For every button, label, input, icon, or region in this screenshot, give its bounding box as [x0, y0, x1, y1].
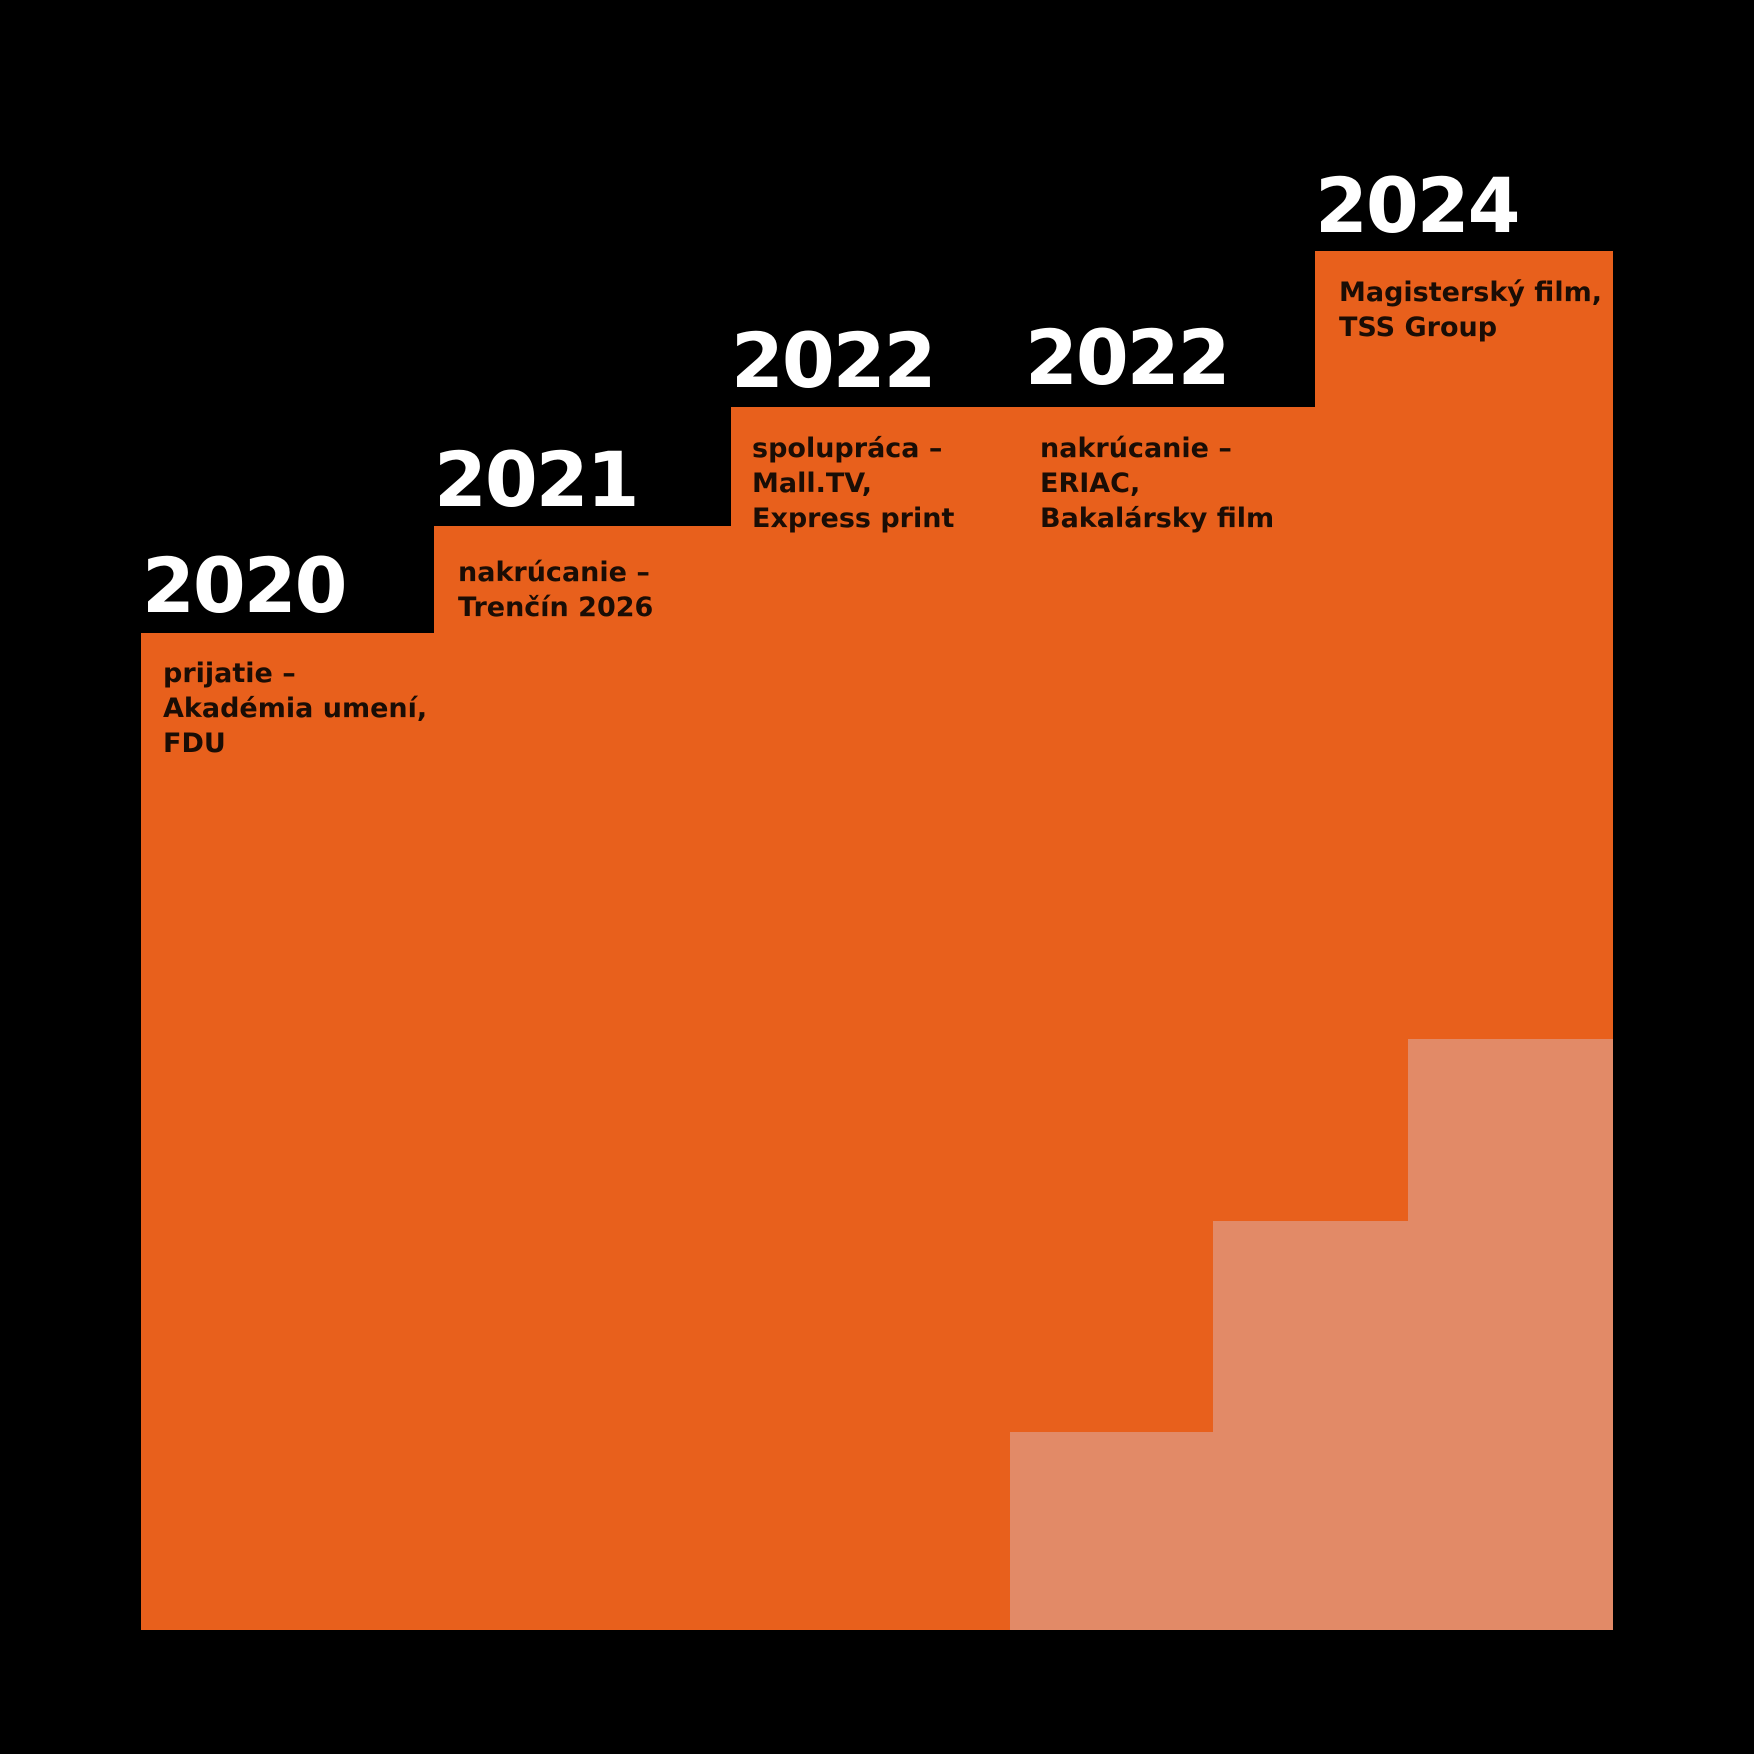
description-line: Akadémia umení, — [163, 693, 428, 724]
year-2022-a: 2022 — [731, 316, 937, 405]
light-step-1 — [1010, 1432, 1613, 1630]
description-line: ERIAC, — [1040, 468, 1141, 499]
description-2022-b: nakrúcanie – ERIAC, Bakalársky film — [1040, 431, 1274, 536]
year-2020: 2020 — [142, 541, 348, 630]
description-line: nakrúcanie – — [1040, 433, 1232, 464]
step-2021 — [434, 526, 732, 1630]
description-2020: prijatie – Akadémia umení, FDU — [163, 656, 427, 761]
description-line: spolupráca – — [752, 433, 943, 464]
description-2024: Magisterský film, TSS Group — [1339, 275, 1602, 345]
description-line: FDU — [163, 728, 226, 759]
year-2021: 2021 — [434, 435, 640, 524]
description-line: TSS Group — [1339, 312, 1498, 343]
step-2020 — [141, 633, 435, 1630]
description-line: Express print — [752, 503, 955, 534]
description-2022-a: spolupráca – Mall.TV, Express print — [752, 431, 954, 536]
description-line: nakrúcanie – — [458, 557, 650, 588]
description-line: Mall.TV, — [752, 468, 872, 499]
description-line: Bakalársky film — [1040, 503, 1275, 534]
description-2021: nakrúcanie – Trenčín 2026 — [458, 555, 653, 625]
light-step-3 — [1408, 1039, 1613, 1222]
description-line: Magisterský film, — [1339, 277, 1602, 308]
year-2024: 2024 — [1315, 161, 1521, 250]
light-step-2 — [1213, 1221, 1613, 1432]
description-line: Trenčín 2026 — [458, 592, 654, 623]
year-2022-b: 2022 — [1025, 313, 1231, 402]
description-line: prijatie – — [163, 658, 296, 689]
